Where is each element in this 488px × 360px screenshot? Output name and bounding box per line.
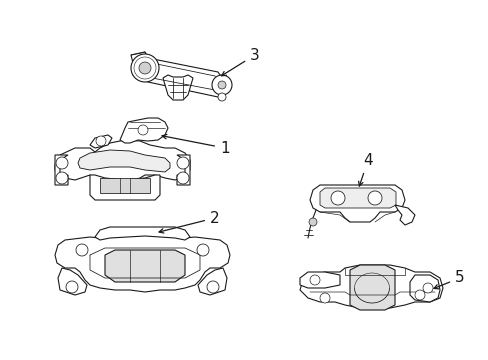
Polygon shape <box>120 118 168 143</box>
Circle shape <box>56 157 68 169</box>
Polygon shape <box>394 205 414 225</box>
Circle shape <box>206 281 219 293</box>
Text: 4: 4 <box>358 153 372 186</box>
Circle shape <box>414 290 424 300</box>
Polygon shape <box>299 272 339 288</box>
Circle shape <box>308 218 316 226</box>
Circle shape <box>138 125 148 135</box>
Circle shape <box>177 157 189 169</box>
Polygon shape <box>100 178 150 193</box>
Polygon shape <box>58 268 87 295</box>
Circle shape <box>330 191 345 205</box>
Circle shape <box>319 293 329 303</box>
Circle shape <box>218 93 225 101</box>
Text: 5: 5 <box>433 270 464 289</box>
Text: 3: 3 <box>221 48 259 76</box>
Circle shape <box>218 81 225 89</box>
Polygon shape <box>55 233 229 292</box>
Circle shape <box>56 172 68 184</box>
Polygon shape <box>299 265 442 308</box>
Polygon shape <box>95 227 190 240</box>
Circle shape <box>422 283 432 293</box>
Polygon shape <box>409 275 439 302</box>
Circle shape <box>76 244 88 256</box>
Polygon shape <box>55 140 190 182</box>
Polygon shape <box>90 175 160 200</box>
Polygon shape <box>133 58 224 97</box>
Polygon shape <box>105 250 184 282</box>
Circle shape <box>96 136 106 146</box>
Text: 1: 1 <box>162 135 229 156</box>
Circle shape <box>177 172 189 184</box>
Circle shape <box>367 191 381 205</box>
Polygon shape <box>319 188 395 208</box>
Polygon shape <box>349 265 394 310</box>
Polygon shape <box>131 52 148 63</box>
Circle shape <box>66 281 78 293</box>
Circle shape <box>197 244 208 256</box>
Circle shape <box>212 75 231 95</box>
Polygon shape <box>90 135 112 148</box>
Polygon shape <box>55 155 68 185</box>
Polygon shape <box>177 155 190 185</box>
Polygon shape <box>163 75 193 100</box>
Polygon shape <box>309 185 404 222</box>
Circle shape <box>139 62 151 74</box>
Circle shape <box>309 275 319 285</box>
Polygon shape <box>198 268 226 295</box>
Polygon shape <box>78 150 170 172</box>
Circle shape <box>131 54 159 82</box>
Text: 2: 2 <box>159 211 219 233</box>
